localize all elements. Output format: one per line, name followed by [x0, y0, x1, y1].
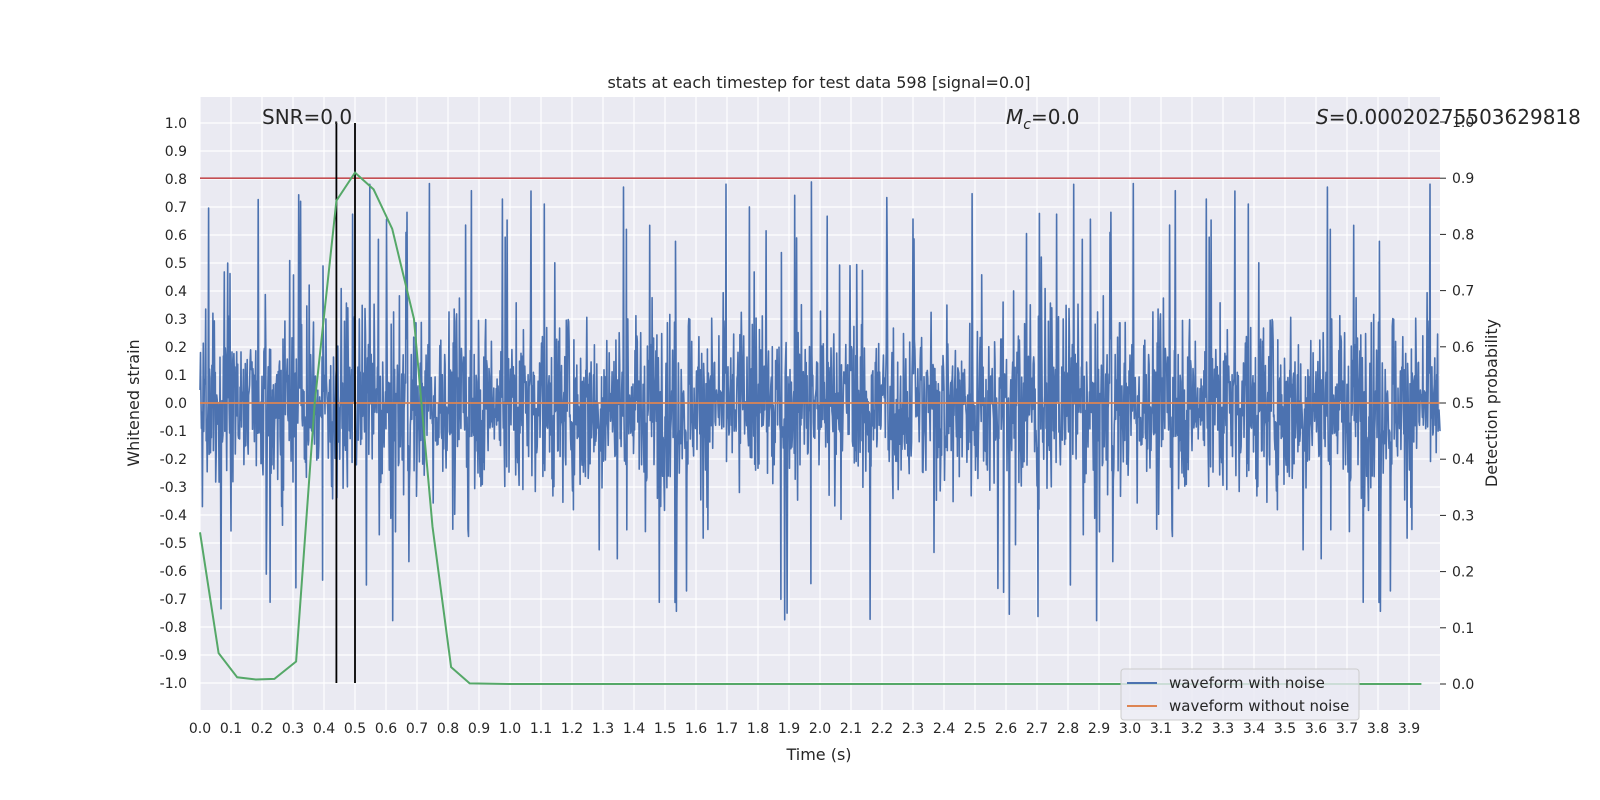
waveform-with-noise-series	[199, 181, 1441, 622]
x-tick-label: 2.4	[933, 721, 955, 737]
y-tick-label: 0.4	[165, 284, 187, 300]
chirp-mass-annotation: Mc=0.0	[1006, 105, 1080, 133]
x-tick-label: 3.6	[1305, 721, 1327, 737]
x-tick-label: 1.7	[716, 721, 738, 737]
y-tick-label: -0.9	[160, 648, 187, 664]
y-tick-label: -0.8	[160, 620, 187, 636]
x-axis-label: Time (s)	[785, 745, 851, 764]
x-tick-label: 0.2	[251, 721, 273, 737]
y2-tick-label: 0.1	[1452, 621, 1474, 637]
detection-probability-line	[199, 171, 1422, 685]
y2-tick-label: 1.0	[1452, 115, 1474, 131]
x-tick-label: 1.5	[654, 721, 676, 737]
x-tick-label: 2.0	[809, 721, 831, 737]
y-tick-label: 0.9	[165, 144, 187, 160]
x-tick-label: 0.1	[220, 721, 242, 737]
snr-annotation: SNR=0.0	[262, 105, 352, 129]
x-tick-label: 2.6	[995, 721, 1017, 737]
y-tick-label: -0.5	[160, 536, 187, 552]
y-tick-label: 0.7	[165, 200, 187, 216]
x-tick-label: 2.5	[964, 721, 986, 737]
y-tick-label: -0.6	[160, 564, 187, 580]
x-tick-label: 3.4	[1243, 721, 1265, 737]
x-tick-label: 1.0	[499, 721, 521, 737]
x-tick-label: 3.0	[1119, 721, 1141, 737]
score-annotation: S=0.00020275503629818	[1316, 105, 1581, 129]
y-tick-label: 0.2	[165, 340, 187, 356]
x-tick-label: 2.7	[1026, 721, 1048, 737]
x-tick-label: 3.7	[1336, 721, 1358, 737]
score-value: =0.00020275503629818	[1329, 105, 1581, 129]
y-tick-label: 1.0	[165, 116, 187, 132]
y-tick-label: 0.6	[165, 228, 187, 244]
x-tick-label: 0.6	[375, 721, 397, 737]
x-tick-label: 0.3	[282, 721, 304, 737]
x-tick-label: 2.1	[840, 721, 862, 737]
y-tick-label: 0.8	[165, 172, 187, 188]
x-tick-label: 1.4	[623, 721, 645, 737]
legend-label-clean: waveform without noise	[1169, 697, 1349, 715]
y2-tick-label: 0.4	[1452, 452, 1474, 468]
y2-tick-label: 0.0	[1452, 677, 1474, 693]
y2-tick-label: 0.6	[1452, 340, 1474, 356]
x-tick-label: 2.2	[871, 721, 893, 737]
x-tick-label: 1.8	[747, 721, 769, 737]
chart-marks	[199, 123, 1440, 685]
tick-labels: 0.0 0.1 0.2 0.3 0.4 0.5 0.6 0.7 0.8 0.9 1.0 1.1 1.2 1…	[160, 115, 1475, 737]
x-tick-label: 0.0	[189, 721, 211, 737]
y-tick-label: -0.4	[160, 508, 187, 524]
y-tick-label: -0.2	[160, 452, 187, 468]
y-tick-label: -0.3	[160, 480, 187, 496]
y2-tick-label: 0.9	[1452, 171, 1474, 187]
x-tick-label: 2.9	[1088, 721, 1110, 737]
y2-tick-label: 0.2	[1452, 565, 1474, 581]
x-tick-label: 3.8	[1367, 721, 1389, 737]
x-tick-label: 1.6	[685, 721, 707, 737]
x-tick-label: 2.8	[1057, 721, 1079, 737]
chirp-mass-symbol: M	[1006, 105, 1023, 129]
x-tick-label: 0.8	[437, 721, 459, 737]
x-tick-label: 2.3	[902, 721, 924, 737]
y-tick-label: 0.1	[165, 368, 187, 384]
x-tick-label: 3.2	[1181, 721, 1203, 737]
chirp-mass-value: =0.0	[1031, 105, 1080, 129]
x-tick-label: 1.1	[530, 721, 552, 737]
waveform-with-noise-line	[199, 181, 1441, 622]
legend: waveform with noise waveform without noi…	[1120, 668, 1360, 721]
x-tick-label: 0.9	[468, 721, 490, 737]
y2-tick-label: 0.3	[1452, 508, 1474, 524]
score-symbol: S	[1316, 105, 1329, 129]
x-tick-label: 0.4	[313, 721, 335, 737]
x-tick-label: 3.5	[1274, 721, 1296, 737]
y2-tick-label: 0.5	[1452, 396, 1474, 412]
y-axis-label: Whitened strain	[124, 339, 143, 466]
y-tick-label: 0.0	[165, 396, 187, 412]
y-tick-label: -0.1	[160, 424, 187, 440]
y2-tick-label: 0.8	[1452, 227, 1474, 243]
legend-label-noise: waveform with noise	[1169, 674, 1325, 692]
y-tick-label: -0.7	[160, 592, 187, 608]
x-tick-label: 1.9	[778, 721, 800, 737]
y2-tick-label: 0.7	[1452, 284, 1474, 300]
x-tick-label: 0.7	[406, 721, 428, 737]
y-tick-label: -1.0	[160, 676, 187, 692]
chirp-mass-subscript: c	[1023, 117, 1031, 133]
x-tick-label: 0.5	[344, 721, 366, 737]
y-tick-label: 0.3	[165, 312, 187, 328]
x-tick-label: 1.3	[592, 721, 614, 737]
chart-title: stats at each timestep for test data 598…	[607, 73, 1030, 92]
x-tick-label: 3.3	[1212, 721, 1234, 737]
y2-axis-label: Detection probability	[1482, 319, 1501, 487]
y-tick-label: 0.5	[165, 256, 187, 272]
x-tick-label: 3.1	[1150, 721, 1172, 737]
x-tick-label: 1.2	[561, 721, 583, 737]
legend-box	[1120, 668, 1360, 721]
x-tick-label: 3.9	[1398, 721, 1420, 737]
